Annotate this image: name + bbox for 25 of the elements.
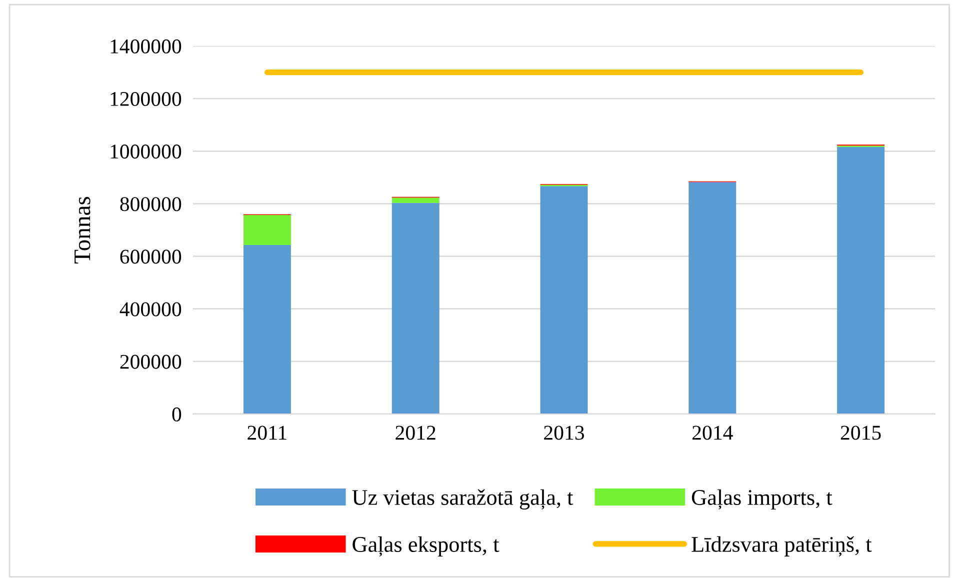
x-tick-label: 2012 xyxy=(396,426,436,440)
y-tick-label: 600000 xyxy=(120,250,182,264)
y-tick-label: 400000 xyxy=(120,302,182,316)
y-tick-label: 0 xyxy=(172,407,182,422)
bar xyxy=(243,215,291,245)
y-tick-label: 1200000 xyxy=(110,92,182,106)
bar xyxy=(392,202,440,414)
legend-label: Līdzsvara patēriņš, t xyxy=(692,536,872,556)
x-tick-label: 2014 xyxy=(692,426,733,440)
bar xyxy=(688,182,736,414)
x-tick-label: 2015 xyxy=(840,426,881,440)
legend-label: Gaļas imports, t xyxy=(692,489,832,510)
y-tick-label: 1400000 xyxy=(110,39,182,54)
x-tick-label: 2013 xyxy=(544,426,584,440)
x-tick-label: 2011 xyxy=(248,426,286,440)
bar xyxy=(392,198,440,203)
bar xyxy=(540,186,588,414)
y-axis-title: Tonnas xyxy=(74,196,90,264)
legend-label: Gaļas eksports, t xyxy=(352,536,500,557)
bar xyxy=(837,146,885,414)
bar xyxy=(243,244,291,414)
y-tick-label: 800000 xyxy=(120,197,182,212)
legend-label: Uz vietas saražotā gaļa, t xyxy=(352,489,574,510)
y-tick-label: 200000 xyxy=(120,354,182,369)
y-tick-label: 1000000 xyxy=(110,144,182,159)
